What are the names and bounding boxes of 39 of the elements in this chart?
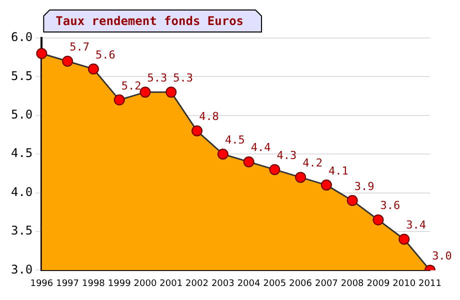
y-tick-label: 4.0 [10, 184, 33, 199]
x-tick-label: 2007 [314, 278, 338, 289]
data-label: 3.6 [380, 199, 400, 212]
x-tick-label: 1999 [108, 278, 132, 289]
x-tick-label: 2006 [289, 278, 312, 289]
data-label: 4.3 [276, 148, 297, 162]
x-tick-label: 2004 [237, 278, 261, 289]
x-tick-label: 2002 [186, 278, 208, 289]
data-label: 4.2 [302, 156, 322, 170]
data-label: 5.2 [121, 79, 142, 92]
data-label: 4.8 [199, 110, 219, 124]
data-label: 5.3 [147, 72, 168, 85]
data-label: 5.3 [173, 72, 194, 85]
x-tick-label: 2008 [340, 278, 364, 289]
data-label: 3.4 [406, 218, 426, 232]
data-label: 4.5 [224, 133, 245, 146]
y-tick-label: 5.5 [10, 68, 33, 83]
x-tick-label: 2001 [160, 278, 183, 289]
data-label: 4.1 [328, 164, 348, 178]
x-tick-label: 2010 [392, 278, 416, 289]
data-label: 5.7 [70, 40, 90, 54]
data-label: 3.9 [354, 180, 374, 193]
data-label: 5.6 [96, 48, 116, 62]
x-tick-label: 1997 [56, 278, 80, 289]
y-tick-label: 4.5 [10, 146, 33, 160]
x-tick-label: 2011 [418, 278, 442, 289]
x-tick-label: 2000 [134, 278, 157, 289]
y-tick-label: 6.0 [10, 30, 33, 44]
data-label: 4.4 [250, 141, 272, 154]
y-tick-label: 3.5 [10, 224, 33, 238]
x-tick-label: 1998 [82, 278, 106, 289]
x-tick-label: 1996 [30, 278, 54, 289]
x-tick-label: 2009 [366, 278, 390, 289]
x-tick-label: 2003 [211, 278, 234, 289]
chart-title: Taux rendement fonds Euros [56, 14, 244, 28]
y-tick-label: 5.0 [10, 108, 33, 122]
y-tick-label: 3.0 [10, 262, 33, 276]
data-label: 3.0 [432, 250, 452, 263]
x-tick-label: 2005 [263, 278, 286, 289]
